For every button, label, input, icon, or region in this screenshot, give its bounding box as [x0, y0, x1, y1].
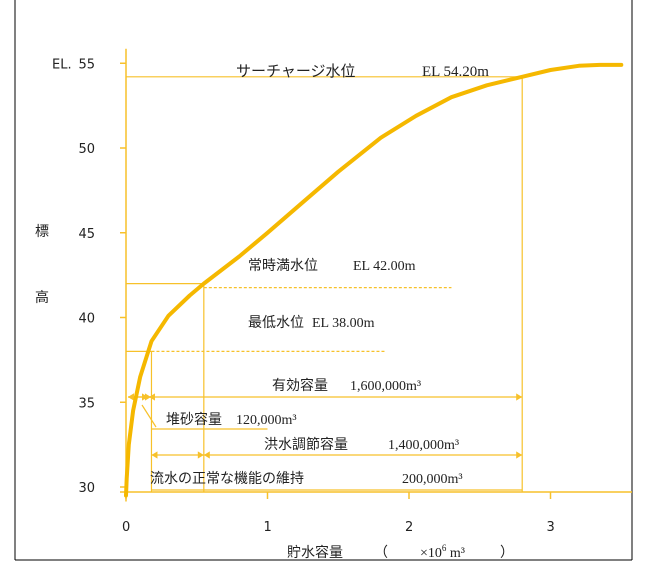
axes-group: 30 35 40 45 50 55 EL. 0 1 2 3	[52, 48, 632, 535]
normal-label: 常時満水位	[248, 258, 318, 274]
origin-arrow-head-right	[142, 393, 148, 401]
curve-point-19	[577, 64, 581, 68]
curve-point-6	[166, 314, 170, 318]
surcharge-label: サーチャージ水位	[236, 62, 356, 80]
curve-point-17	[520, 75, 524, 79]
curve-point-0	[124, 494, 128, 497]
x-tick-label-0: 0	[122, 520, 130, 535]
xunit: ×106 m³	[420, 543, 465, 561]
flood-label: 洪水調節容量	[264, 436, 348, 453]
curve-point-7	[188, 294, 192, 297]
flood-value: 1,400,000m³	[388, 438, 459, 453]
y-tick-label-30: 30	[78, 481, 95, 496]
maintenance-arrow-head-right	[197, 451, 204, 459]
min-el: EL 38.00m	[312, 316, 375, 331]
min-label: 最低水位	[248, 315, 304, 331]
y-tick-label-35: 35	[78, 396, 95, 411]
effective-arrow-head-right	[516, 393, 523, 401]
effective-label: 有効容量	[272, 377, 328, 394]
y-tick-label-50: 50	[78, 142, 95, 157]
x-tick-label-1: 1	[264, 520, 272, 535]
curve-group	[124, 62, 624, 498]
curve-point-15	[449, 95, 453, 99]
curve-point-12	[336, 170, 340, 174]
curve-point-9	[237, 255, 241, 258]
curve-point-3	[131, 409, 135, 413]
curve-point-16	[485, 83, 489, 87]
storage-curve-line	[124, 62, 624, 498]
effective-value: 1,600,000m³	[350, 379, 421, 394]
labels-group: 標 高 貯水容量 （ ×106 m³ ） サーチャージ水位 EL 54.20m …	[35, 62, 514, 561]
normal-el: EL 42.00m	[353, 259, 416, 274]
y-tick-prefix: EL.	[52, 57, 72, 72]
y-tick-label-40: 40	[78, 312, 95, 327]
curve-point-11	[301, 200, 305, 204]
curve-point-8	[202, 282, 206, 286]
curve-point-1	[125, 477, 129, 480]
effective-arrow-head-left	[148, 393, 155, 401]
curve-point-14	[414, 114, 418, 118]
xlabel: 貯水容量	[287, 544, 343, 561]
curve-point-10	[266, 231, 269, 235]
origin-arrow-head-left	[128, 393, 134, 401]
sediment-leader	[141, 404, 157, 428]
curve-point-21	[619, 63, 623, 67]
curve-point-2	[127, 443, 131, 447]
xunit-open: （	[374, 545, 388, 561]
y-tick-label-45: 45	[78, 227, 95, 242]
xunit-close: ）	[500, 545, 514, 561]
flood-arrow-head-right	[516, 451, 523, 459]
maintenance-label: 流水の正常な機能の維持	[150, 471, 304, 487]
surcharge-el: EL 54.20m	[422, 64, 489, 80]
maintenance-arrow-head-left	[151, 451, 158, 459]
x-tick-label-2: 2	[405, 520, 413, 535]
ylabel-char-1: 標	[35, 224, 49, 240]
curve-point-20	[598, 63, 602, 67]
curve-point-13	[379, 136, 383, 140]
curve-point-5	[150, 339, 153, 343]
y-tick-label-55: 55	[78, 57, 95, 72]
sediment-label: 堆砂容量	[166, 411, 222, 428]
guides-group	[126, 76, 523, 492]
ylabel-char-2: 高	[35, 289, 49, 306]
curve-point-18	[549, 68, 552, 72]
maintenance-value: 200,000m³	[402, 472, 463, 487]
sediment-value: 120,000m³	[236, 413, 297, 428]
x-tick-label-3: 3	[547, 520, 555, 535]
flood-arrow-head-left	[203, 451, 210, 459]
curve-point-4	[138, 375, 142, 379]
